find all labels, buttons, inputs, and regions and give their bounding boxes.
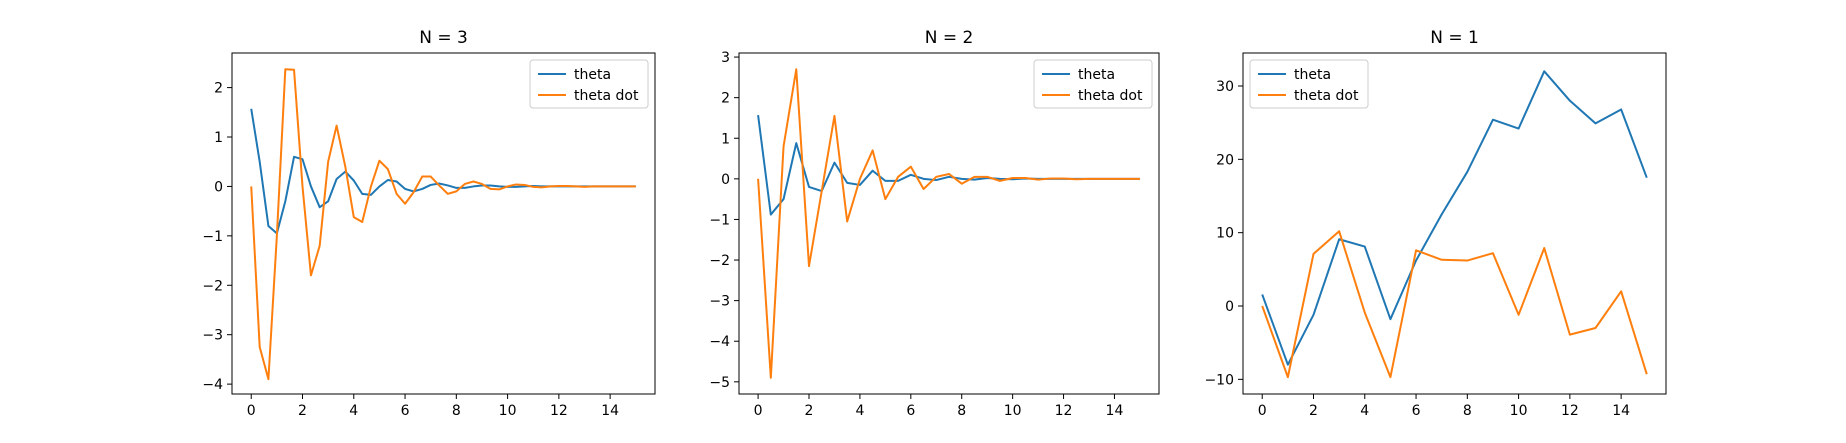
y-tick-label: −4 (202, 377, 223, 393)
x-tick-label: 0 (754, 403, 763, 419)
x-tick-label: 4 (349, 403, 358, 419)
y-tick-label: −1 (709, 212, 730, 228)
axes-frame (738, 52, 1160, 395)
legend-entry: theta dot (1078, 88, 1143, 104)
y-tick-label: −4 (709, 334, 730, 350)
x-tick-label: 2 (1309, 403, 1318, 419)
legend: theta theta dot (1033, 59, 1153, 109)
y-tick-label: −3 (709, 294, 730, 310)
y-tick-label: 3 (721, 50, 730, 66)
x-tick-label: 8 (957, 403, 966, 419)
x-tick-label: 12 (1561, 403, 1579, 419)
y-tick-label: 30 (1216, 79, 1234, 95)
series-line-theta (757, 114, 1140, 216)
y-tick-label: −2 (709, 253, 730, 269)
y-tick-label: −3 (202, 328, 223, 344)
x-tick-label: 14 (1106, 403, 1124, 419)
subplot-n2: N = 20 2 4 6 8 10 12 14−5−4−3−2−10123thetatheta… (709, 28, 1160, 419)
x-tick-label: 12 (1055, 403, 1073, 419)
y-tick-label: −2 (202, 278, 223, 294)
y-tick-label: 1 (721, 131, 730, 147)
x-tick-label: 14 (601, 403, 619, 419)
subplot-n1: N = 1 0 2 4 6 8 10 12 14 −10 0 10 20 30 theta theta dot (1204, 28, 1667, 419)
legend-entry: theta dot (574, 88, 639, 104)
x-tick-label: 8 (1463, 403, 1472, 419)
legend-entry: theta (574, 67, 611, 83)
axes-frame (231, 52, 656, 395)
chart-title: N = 3 (419, 28, 468, 48)
legend-entry: theta (1294, 67, 1331, 83)
y-tick-label: −10 (1204, 372, 1234, 388)
x-tick-label: 12 (550, 403, 568, 419)
y-tick-label: −1 (202, 229, 223, 245)
x-tick-label: 6 (906, 403, 915, 419)
y-tick-label: 20 (1216, 152, 1234, 168)
x-tick-label: 0 (1258, 403, 1267, 419)
legend-entry: theta dot (1294, 88, 1359, 104)
x-tick-label: 0 (247, 403, 256, 419)
y-tick-label: −5 (709, 375, 730, 391)
series-line-theta-dot (250, 68, 636, 381)
y-tick-label: 2 (721, 91, 730, 107)
x-tick-label: 6 (1412, 403, 1421, 419)
y-tick-label: 0 (721, 172, 730, 188)
x-tick-label: 10 (1510, 403, 1528, 419)
series-line-theta-dot (757, 68, 1140, 379)
series-line-theta (1261, 70, 1648, 366)
x-tick-label: 10 (499, 403, 517, 419)
x-tick-label: 4 (855, 403, 864, 419)
y-tick-label: 0 (1225, 299, 1234, 315)
y-tick-label: 2 (214, 81, 223, 97)
x-tick-label: 8 (452, 403, 461, 419)
legend: theta theta dot (529, 59, 649, 109)
y-tick-label: 0 (214, 179, 223, 195)
legend-entry: theta (1078, 67, 1115, 83)
x-tick-label: 10 (1004, 403, 1022, 419)
x-tick-label: 4 (1360, 403, 1369, 419)
x-tick-label: 2 (805, 403, 814, 419)
x-tick-label: 14 (1612, 403, 1630, 419)
x-tick-label: 6 (401, 403, 410, 419)
chart-title: N = 2 (925, 28, 974, 48)
x-tick-label: 2 (298, 403, 307, 419)
y-tick-label: 10 (1216, 226, 1234, 242)
axes-frame (1242, 52, 1667, 395)
series-line-theta-dot (1261, 230, 1648, 379)
chart-title: N = 1 (1430, 28, 1479, 48)
legend: theta theta dot (1249, 59, 1369, 109)
y-tick-label: 1 (214, 130, 223, 146)
series-line-theta (250, 108, 636, 235)
